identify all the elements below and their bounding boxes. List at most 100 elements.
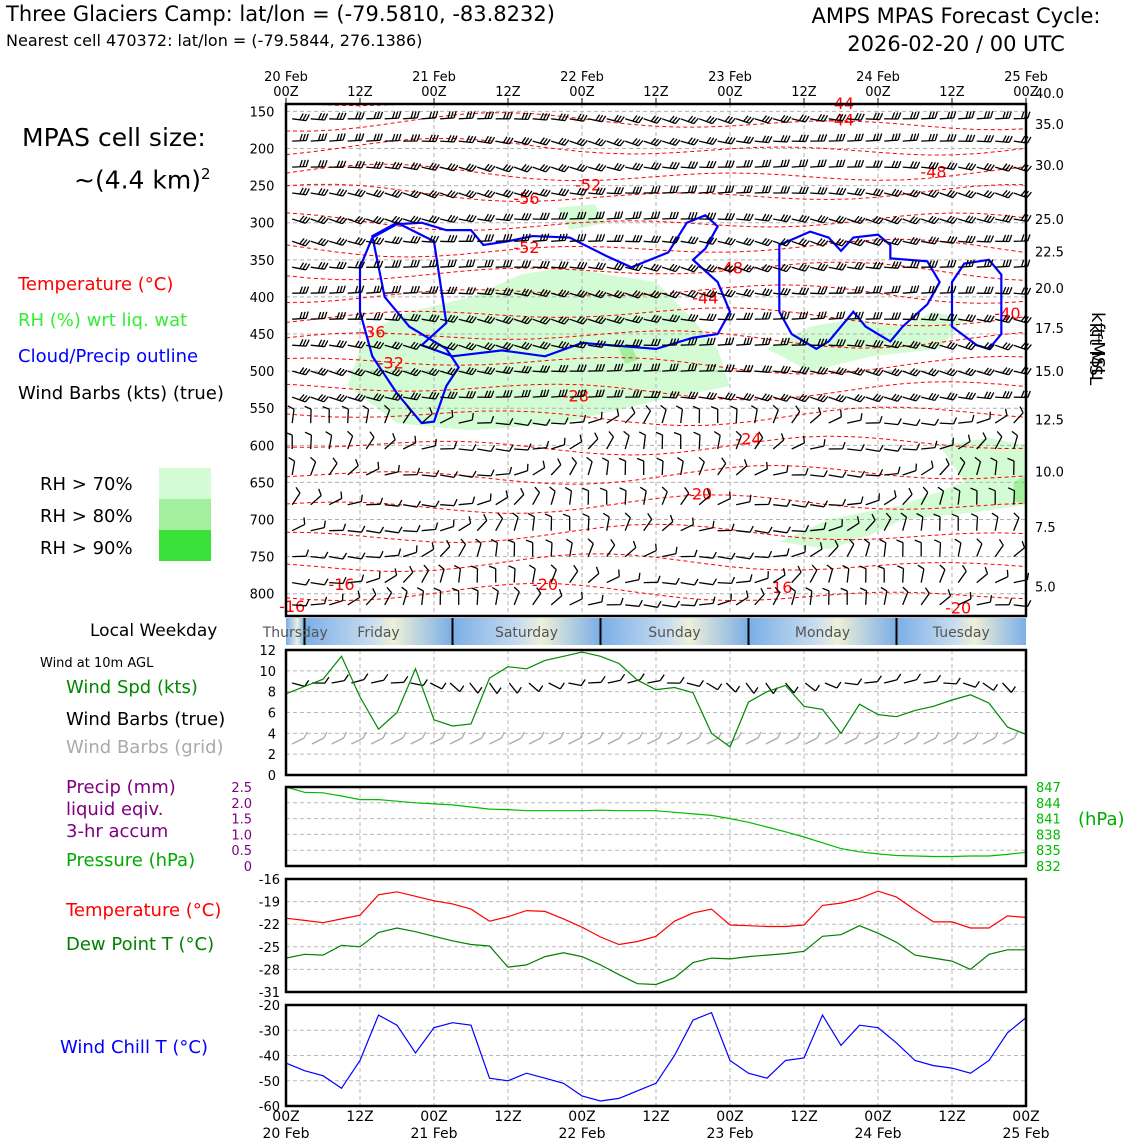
isotherm [285, 494, 1027, 514]
wind-barb [495, 189, 514, 198]
wind-barb [939, 134, 957, 142]
wind-barb [773, 186, 791, 194]
wind-barb [822, 587, 830, 605]
wind-barb [976, 214, 995, 224]
wind-barb [384, 568, 398, 584]
wind-barb [791, 565, 802, 584]
wind-barb [773, 114, 792, 124]
wind-barb [791, 545, 806, 558]
wind-barb [341, 405, 350, 424]
isotherm [285, 406, 1027, 427]
top-date-label: 21 Feb [412, 70, 456, 85]
wind-barb [995, 390, 1013, 399]
isotherm [285, 553, 1027, 572]
wind-barb [588, 389, 605, 398]
top-hour-label: 00Z [717, 85, 743, 100]
weekday-strip-label: Local Weekday [90, 621, 218, 641]
wind-barb [662, 235, 680, 244]
wind-barb [421, 235, 440, 244]
wind-barb [366, 111, 384, 120]
temperature-tick-label: -28 [259, 963, 280, 978]
bottom-hour-label: 00Z [716, 1109, 743, 1125]
altitude-tick-label: 15.0 [1035, 365, 1064, 380]
wind-barb [329, 237, 348, 246]
wind-barb [791, 311, 809, 320]
wind-barb-true [449, 682, 465, 693]
isotherm [285, 112, 1027, 132]
wind-barb [569, 414, 587, 424]
altitude-axis-title: kft MSL [1085, 323, 1105, 386]
wind-barb [937, 486, 945, 505]
wind-barb [625, 390, 643, 398]
wind-barb [865, 339, 884, 348]
isotherm-label: -44 [828, 110, 854, 129]
wind-barb [990, 457, 998, 476]
wind-barb [1013, 189, 1032, 199]
wind-barb [828, 286, 846, 294]
wind-barb [366, 236, 385, 245]
wind-barb [421, 470, 440, 478]
legend-cloud: Cloud/Precip outline [18, 346, 199, 367]
wind-barb [921, 111, 938, 120]
wind-barb [569, 364, 587, 372]
wind-barb [698, 264, 718, 273]
wind-barb [440, 367, 459, 376]
wind-barb [328, 393, 348, 403]
wind-barb [606, 431, 615, 450]
wind-barb [477, 469, 495, 477]
isotherm [285, 523, 1027, 544]
wind-barb [809, 564, 818, 583]
wind-barb [453, 564, 462, 583]
wind-barb [847, 262, 866, 271]
wind-barb [859, 565, 867, 583]
isotherm-label: -20 [945, 599, 971, 618]
wind-barb [680, 137, 699, 146]
wind-barb [791, 366, 810, 375]
wind-barb [347, 260, 366, 269]
wind-barb [847, 413, 863, 424]
wind-barb [384, 260, 402, 268]
weekday-label: Thursday [262, 625, 328, 641]
wind-barb [366, 393, 385, 402]
wind-barb [865, 445, 884, 453]
wind-barb [828, 238, 847, 247]
windchill-tick-label: -40 [259, 1050, 280, 1065]
wind-barb [736, 159, 754, 168]
wind-barb [304, 431, 313, 450]
wind-barb [884, 285, 901, 294]
wind-barb [366, 260, 384, 269]
precip-tick-label: 2.5 [231, 781, 252, 796]
wind-barb [329, 285, 346, 294]
top-date-label: 24 Feb [856, 70, 900, 85]
temperature-panel-frame [284, 877, 1028, 994]
cell-size-line2: ~(4.4 km)2 [22, 156, 211, 198]
wind-barb [846, 538, 855, 557]
wind-barb-grid [568, 731, 585, 745]
wind-barb [458, 444, 477, 452]
wind-barb [846, 237, 866, 247]
wind-barb-true [844, 678, 863, 686]
wind-barb [477, 287, 495, 296]
wind-barb [680, 161, 699, 169]
altitude-tick-label: 22.5 [1035, 246, 1064, 261]
wind-barb [569, 389, 587, 398]
wind-barb [639, 486, 647, 505]
wind-panel-label: Wind at 10m AGL [40, 656, 154, 671]
wind-barb [976, 189, 995, 199]
wind-barb [958, 414, 975, 424]
wind-barb [310, 393, 329, 403]
wind-barb [514, 260, 532, 268]
pressure-tick-label: 150 [250, 105, 275, 120]
wind-barb [329, 523, 347, 532]
wind-barb [513, 487, 525, 506]
wind-barb [587, 432, 599, 450]
isotherm [285, 261, 1027, 281]
bottom-date-label: 24 Feb [854, 1126, 901, 1140]
wind-barb [643, 513, 653, 532]
isotherm-label: -20 [686, 484, 712, 503]
wind-barb [791, 214, 810, 223]
wind-barb [495, 418, 514, 426]
wind-barb [384, 526, 403, 534]
weekday-band [304, 618, 453, 645]
